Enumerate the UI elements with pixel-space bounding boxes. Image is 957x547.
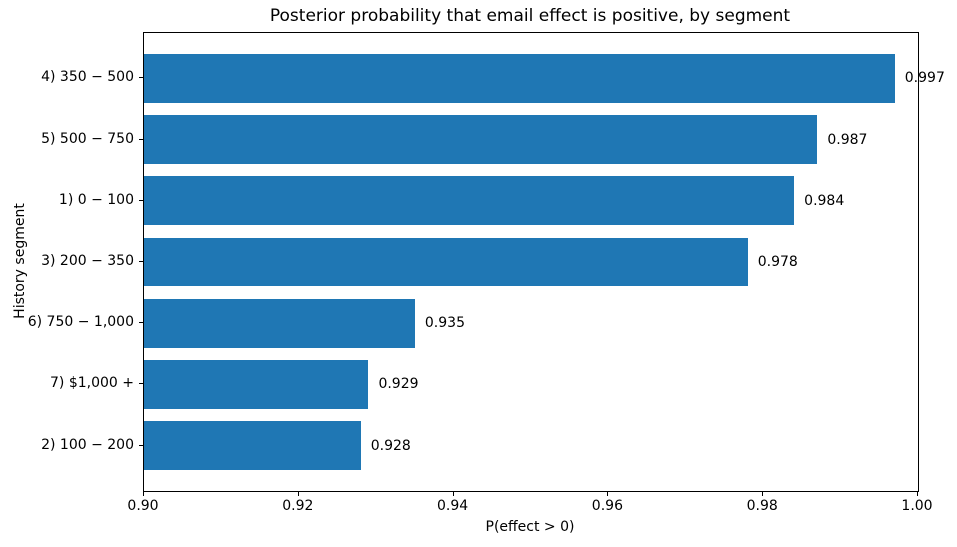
- x-tick-label: 0.90: [127, 498, 159, 514]
- bar: [144, 53, 895, 103]
- bar-value-label: 0.997: [904, 70, 945, 87]
- y-tick-mark: [139, 444, 143, 446]
- y-tick-mark: [139, 77, 143, 79]
- y-tick-mark: [139, 138, 143, 140]
- chart-title: Posterior probability that email effect …: [269, 6, 791, 26]
- x-tick-mark: [297, 492, 299, 496]
- x-tick-label: 1.00: [901, 498, 933, 514]
- y-tick-mark: [139, 199, 143, 201]
- bar: [144, 176, 795, 226]
- y-tick-label: 1) 0 − 100: [58, 191, 134, 208]
- bar: [144, 421, 361, 471]
- y-tick-label: 7) $1,000 +: [50, 375, 134, 392]
- bar-value-label: 0.935: [424, 315, 465, 332]
- x-tick-mark: [607, 492, 609, 496]
- bar: [144, 359, 369, 409]
- y-tick-mark: [139, 261, 143, 262]
- plot-area: 0.997 0.987 0.984 0.978 0.935 0.929 0.928: [143, 32, 945, 492]
- y-tick-mark: [139, 383, 143, 385]
- y-tick-mark: [139, 322, 143, 324]
- bar: [144, 237, 748, 287]
- x-axis-label: P(effect > 0): [485, 519, 575, 535]
- y-tick-label: 2) 100 − 200: [41, 436, 134, 453]
- y-axis-label: History segment: [12, 203, 28, 319]
- x-tick-mark: [452, 492, 454, 496]
- x-tick-label: 0.92: [282, 498, 314, 514]
- bar: [144, 115, 818, 165]
- x-tick-label: 0.98: [746, 498, 778, 514]
- x-tick-label: 0.94: [437, 498, 469, 514]
- bar-value-label: 0.928: [370, 437, 411, 454]
- bar-value-label: 0.978: [757, 254, 798, 270]
- y-tick-label: 4) 350 − 500: [41, 69, 134, 86]
- bar-value-label: 0.929: [378, 376, 419, 393]
- bar: [144, 298, 415, 348]
- x-tick-mark: [143, 492, 144, 496]
- bar-value-label: 0.987: [827, 131, 868, 148]
- bar-value-label: 0.984: [804, 192, 845, 209]
- x-tick-mark: [762, 492, 764, 496]
- y-tick-label: 6) 750 − 1,000: [27, 314, 134, 331]
- y-tick-label: 3) 200 − 350: [41, 253, 134, 269]
- x-tick-mark: [917, 492, 918, 496]
- x-tick-label: 0.96: [591, 498, 623, 514]
- y-tick-label: 5) 500 − 750: [41, 130, 134, 147]
